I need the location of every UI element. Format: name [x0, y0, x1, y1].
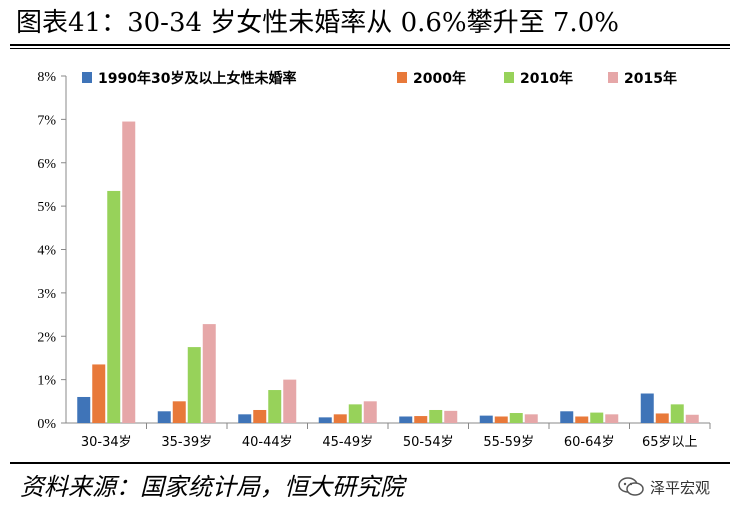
x-tick-label: 65岁以上 — [642, 435, 698, 450]
bar — [172, 401, 186, 423]
bar — [444, 410, 458, 423]
bar — [605, 414, 619, 423]
bar — [363, 401, 377, 423]
bar — [590, 412, 604, 423]
legend-label: 2015年 — [624, 70, 677, 87]
x-tick-label: 45-49岁 — [322, 435, 373, 450]
source-note: 资料来源：国家统计局，恒大研究院 — [20, 473, 404, 501]
bar-chart: 0% 1% 2% 3% 4% 5% 6% 7% 8% 30-34岁 35-39岁 40-44岁 45-4… — [37, 70, 711, 450]
y-tick-label: 6% — [37, 157, 56, 172]
y-tick-label: 1% — [37, 374, 56, 389]
y-tick-label: 3% — [37, 287, 56, 302]
legend-swatch — [504, 72, 514, 83]
y-tick-label: 4% — [37, 244, 56, 259]
x-tick-label: 40-44岁 — [242, 435, 293, 450]
bar — [479, 415, 493, 423]
bar — [107, 190, 121, 423]
bar — [283, 379, 297, 423]
bar — [318, 417, 332, 423]
legend-swatch — [82, 72, 92, 83]
legend-swatch — [397, 72, 407, 83]
bar — [92, 364, 106, 423]
y-tick-label: 0% — [37, 417, 56, 432]
wechat-icon — [618, 477, 644, 496]
x-tick-label: 30-34岁 — [81, 435, 132, 450]
bar — [655, 413, 669, 423]
watermark-text: 泽平宏观 — [650, 478, 711, 497]
x-tick-label: 60-64岁 — [564, 435, 615, 450]
bar — [429, 409, 443, 423]
title-rule — [10, 44, 730, 46]
chart-title: 图表41：30-34 岁女性未婚率从 0.6%攀升至 7.0% — [16, 8, 619, 38]
source-rule — [10, 462, 730, 464]
y-tick-label: 5% — [37, 200, 56, 215]
bar — [348, 404, 362, 423]
watermark: 泽平宏观 — [618, 474, 710, 500]
bar — [560, 411, 574, 423]
bar — [640, 393, 654, 423]
x-tick-label: 50-54岁 — [403, 435, 454, 450]
bar — [333, 414, 347, 423]
y-tick-label: 2% — [37, 330, 56, 345]
legend-swatch — [608, 72, 618, 83]
y-tick-label: 8% — [37, 70, 56, 85]
bar — [157, 411, 171, 423]
bar — [575, 416, 589, 423]
bar — [524, 414, 538, 423]
bar — [494, 416, 508, 423]
legend-label: 1990年30岁及以上女性未婚率 — [98, 70, 296, 87]
bar — [202, 324, 216, 423]
bar — [77, 396, 91, 423]
title-rule-thin — [10, 48, 730, 49]
bar — [268, 390, 282, 423]
bar — [414, 416, 428, 423]
x-tick-label: 35-39岁 — [161, 435, 212, 450]
bar — [509, 413, 523, 423]
legend-label: 2000年 — [413, 70, 466, 87]
bar — [685, 414, 699, 423]
x-tick-label: 55-59岁 — [483, 435, 534, 450]
bar — [187, 347, 201, 423]
y-tick-label: 7% — [37, 113, 56, 128]
bar — [238, 414, 252, 423]
bar — [670, 404, 684, 423]
bar — [399, 416, 413, 423]
bar — [122, 121, 136, 423]
bar — [253, 409, 267, 423]
legend-label: 2010年 — [520, 70, 573, 87]
